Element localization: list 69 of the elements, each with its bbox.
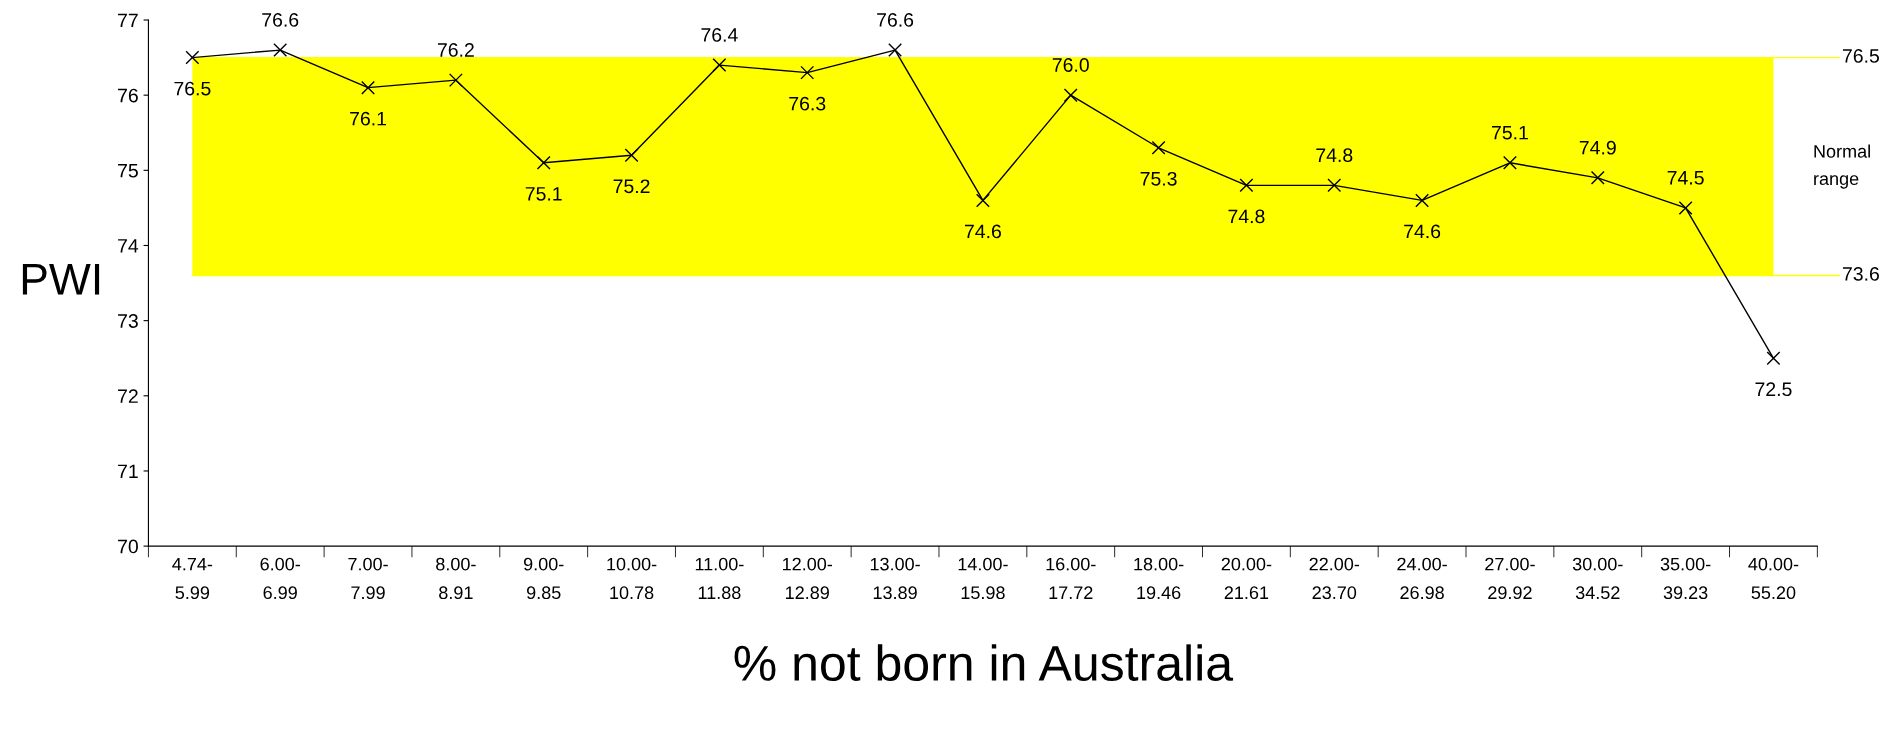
point — [448, 73, 463, 88]
band-label: Normal range — [1814, 144, 1870, 189]
point — [624, 148, 639, 163]
text: 74.6 — [964, 224, 1001, 239]
point — [1502, 155, 1517, 170]
point — [712, 58, 727, 73]
x-tick-label: 11.00- 11.88 — [695, 557, 744, 600]
text: 72.5 — [1755, 382, 1792, 397]
text: 75.2 — [613, 179, 650, 194]
x-tick-label: 18.00- 19.46 — [1134, 557, 1184, 600]
y-tick-label: 74 — [118, 239, 139, 253]
x-tick-label: 30.00- 34.52 — [1572, 557, 1623, 600]
point — [536, 155, 551, 170]
text: 76.3 — [789, 96, 826, 111]
ref-line-label: 73.6 — [1842, 267, 1879, 281]
point — [185, 50, 200, 65]
text: 76.6 — [262, 13, 299, 27]
point — [1151, 140, 1166, 155]
text: 76.6 — [877, 13, 914, 27]
text: 75.1 — [525, 187, 562, 201]
x-tick-label: 6.00- 6.99 — [260, 557, 300, 600]
point — [1415, 193, 1430, 208]
text: 74.9 — [1579, 140, 1616, 155]
x-tick-label: 22.00- 23.70 — [1309, 557, 1360, 600]
x-tick-label: 13.00- 13.89 — [870, 557, 920, 600]
point — [1678, 200, 1693, 215]
x-tick-label: 12.00- 12.89 — [783, 557, 833, 600]
point — [1766, 351, 1781, 366]
point — [800, 65, 815, 80]
point — [975, 193, 990, 208]
text: 76.2 — [437, 43, 474, 57]
x-tick-label: 35.00- 39.23 — [1660, 557, 1711, 600]
x-tick-label: 14.00- 15.98 — [958, 557, 1008, 600]
text: 74.5 — [1667, 171, 1704, 185]
point — [273, 43, 288, 58]
x-tick-label: 40.00- 55.20 — [1748, 557, 1799, 600]
text: 75.3 — [1140, 171, 1177, 186]
y-tick-label: 76 — [118, 88, 138, 103]
point — [1590, 170, 1605, 185]
point — [888, 43, 903, 58]
x-tick-label: 8.00- 8.91 — [436, 557, 476, 600]
ref-line-label: 76.5 — [1842, 49, 1879, 63]
x-tick-label: 20.00- 21.61 — [1221, 557, 1272, 600]
x-tick-label: 16.00- 17.72 — [1046, 557, 1096, 599]
text: 74.8 — [1228, 209, 1265, 224]
y-tick-label: 75 — [118, 163, 138, 178]
point — [1327, 178, 1342, 193]
y-tick-label: 72 — [118, 389, 138, 403]
text: 75.1 — [1492, 125, 1528, 140]
text: 74.8 — [1316, 148, 1353, 163]
text: 76.1 — [350, 111, 387, 126]
y-tick-label: 71 — [118, 464, 138, 478]
x-tick-label: 24.00- 26.98 — [1397, 557, 1447, 600]
y-tick-label: 77 — [118, 13, 138, 28]
y-tick-label: 73 — [118, 314, 138, 328]
x-tick-label: 27.00- 29.92 — [1485, 557, 1535, 600]
y-axis-title: PWI — [22, 263, 100, 295]
text: 74.6 — [1404, 224, 1441, 239]
x-axis-title: % not born in Australia — [734, 644, 1234, 682]
y-tick-label: 70 — [118, 539, 138, 554]
x-tick-label: 7.00- 7.99 — [348, 557, 388, 600]
x-tick-label: 4.74- 5.99 — [172, 557, 213, 600]
text: 76.4 — [701, 28, 738, 42]
point — [361, 80, 375, 95]
point — [1063, 88, 1078, 103]
x-tick-label: 9.00- 9.85 — [523, 557, 564, 600]
text: 76.0 — [1052, 58, 1089, 72]
x-tick-label: 10.00- 10.78 — [607, 557, 657, 600]
point — [1239, 178, 1254, 193]
